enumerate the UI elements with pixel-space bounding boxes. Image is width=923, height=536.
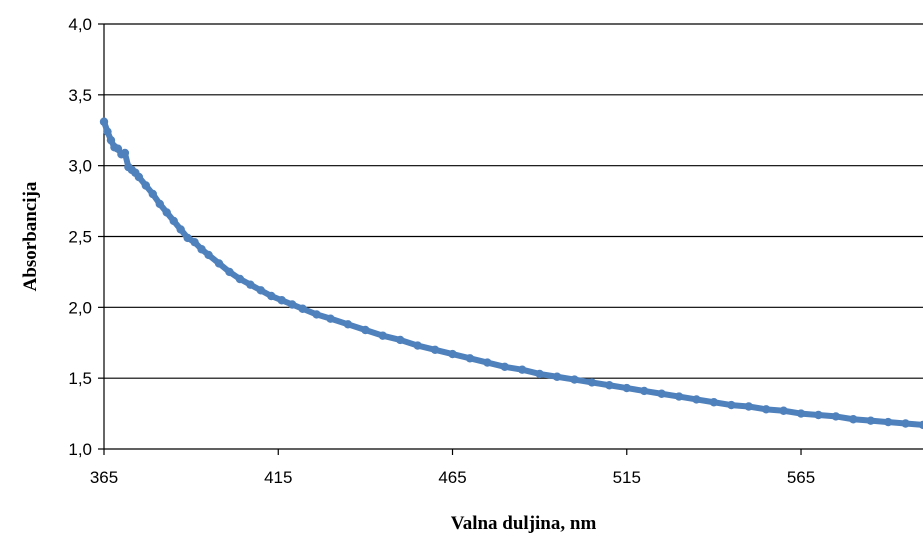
data-point: [134, 172, 144, 182]
y-tick-label: 2,0: [68, 298, 92, 317]
y-tick-label: 3,0: [68, 157, 92, 176]
data-point: [483, 358, 492, 367]
data-point: [901, 419, 910, 428]
data-point: [277, 296, 286, 305]
data-point: [866, 416, 875, 425]
data-point: [535, 369, 544, 379]
x-tick-label: 415: [264, 468, 292, 487]
data-point: [204, 250, 213, 260]
y-tick-labels: 1,0 1,5 2,0 2,5 3,0 3,5 4,0: [68, 15, 92, 459]
data-point: [169, 216, 178, 226]
data-point: [744, 402, 753, 411]
data-point: [849, 415, 858, 424]
data-point: [500, 362, 509, 372]
data-series: [99, 117, 923, 430]
data-point: [176, 225, 185, 234]
data-point: [396, 335, 405, 345]
x-axis-title: Valna duljina, nm: [451, 513, 597, 534]
x-tick-label: 515: [613, 468, 641, 487]
data-point: [120, 148, 130, 158]
data-point: [639, 386, 649, 396]
data-point: [692, 395, 701, 404]
data-point: [312, 310, 321, 319]
x-tick-label: 565: [787, 468, 815, 487]
data-point: [674, 392, 684, 401]
data-point: [622, 383, 631, 393]
y-axis-title: Absorbancija: [20, 181, 41, 291]
data-point: [361, 325, 370, 335]
data-point: [155, 199, 164, 209]
data-point: [570, 375, 579, 384]
data-point: [246, 280, 255, 289]
data-point: [918, 420, 923, 430]
y-tick-label: 1,5: [68, 369, 92, 388]
data-point: [448, 349, 457, 359]
data-point: [378, 331, 388, 340]
data-point: [256, 286, 266, 295]
data-point: [343, 320, 353, 329]
data-point: [190, 237, 199, 247]
data-point: [761, 405, 771, 414]
data-point: [197, 245, 206, 254]
data-point: [287, 300, 297, 309]
y-tick-label: 4,0: [68, 15, 92, 34]
data-point: [430, 345, 440, 355]
data-point: [103, 127, 112, 136]
y-tick-label: 1,0: [68, 440, 92, 459]
data-point: [235, 274, 245, 284]
data-point: [214, 259, 224, 268]
x-tick-label: 465: [438, 468, 466, 487]
data-point: [267, 291, 276, 301]
data-point: [552, 372, 562, 381]
data-point: [883, 417, 893, 427]
data-point: [298, 304, 307, 313]
x-tick-labels: 365 415 465 515 565: [90, 468, 815, 487]
y-tick-label: 3,5: [68, 86, 92, 105]
data-point: [605, 381, 614, 390]
data-point: [709, 398, 719, 407]
data-point: [814, 410, 823, 420]
data-point: [162, 208, 171, 217]
data-point: [183, 233, 192, 243]
data-point: [796, 409, 806, 418]
data-point: [518, 365, 527, 374]
data-point: [587, 378, 597, 387]
data-point: [99, 117, 109, 126]
data-point: [465, 354, 475, 363]
axes: [98, 23, 923, 455]
gridlines: [104, 23, 923, 379]
data-point: [141, 181, 151, 190]
y-tick-label: 2,5: [68, 228, 92, 247]
data-point: [779, 406, 788, 415]
data-point: [106, 135, 116, 145]
data-point: [326, 314, 335, 323]
series-0: [99, 117, 923, 430]
x-tick-label: 365: [90, 468, 118, 487]
data-point: [657, 389, 666, 398]
data-point: [225, 267, 234, 277]
data-point: [148, 189, 157, 199]
data-point: [727, 400, 736, 410]
data-point: [413, 341, 422, 350]
data-point: [831, 412, 841, 421]
